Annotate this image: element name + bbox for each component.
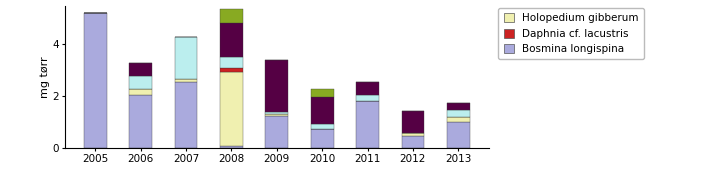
Bar — [447, 122, 470, 148]
Bar — [220, 23, 243, 57]
Bar — [402, 111, 424, 133]
Bar — [220, 146, 243, 148]
Bar — [311, 97, 334, 124]
Bar — [356, 95, 379, 101]
Bar — [129, 89, 152, 95]
Bar — [311, 90, 334, 97]
Bar — [220, 68, 243, 72]
Bar — [265, 60, 288, 112]
Bar — [175, 82, 198, 148]
Bar — [447, 117, 470, 122]
Bar — [447, 110, 470, 117]
Bar — [265, 112, 288, 114]
Bar — [129, 76, 152, 89]
Bar — [311, 124, 334, 129]
Bar — [356, 101, 379, 148]
Bar — [356, 82, 379, 95]
Legend: Holopedium gibberum, Daphnia cf. lacustris, Bosmina longispina: Holopedium gibberum, Daphnia cf. lacustr… — [498, 8, 644, 59]
Bar — [402, 136, 424, 148]
Bar — [84, 13, 106, 148]
Bar — [129, 63, 152, 76]
Bar — [175, 79, 198, 82]
Bar — [129, 95, 152, 148]
Bar — [402, 133, 424, 136]
Bar — [447, 103, 470, 110]
Bar — [220, 72, 243, 146]
Bar — [265, 114, 288, 116]
Bar — [220, 57, 243, 68]
Y-axis label: mg tørr: mg tørr — [40, 56, 50, 98]
Bar — [175, 37, 198, 79]
Bar — [265, 116, 288, 148]
Bar — [220, 9, 243, 23]
Bar — [311, 129, 334, 148]
